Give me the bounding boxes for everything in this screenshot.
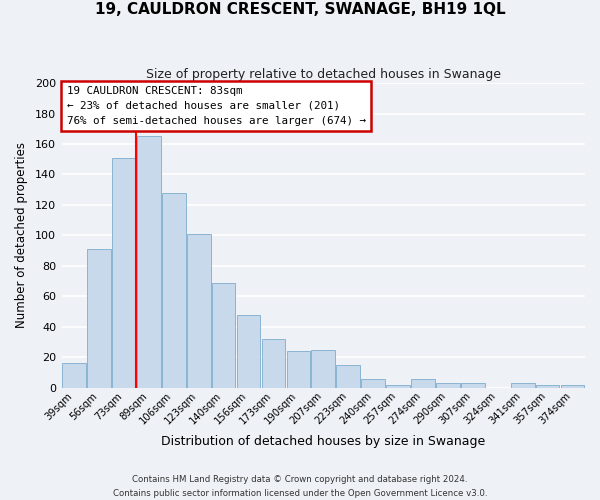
Text: Contains HM Land Registry data © Crown copyright and database right 2024.
Contai: Contains HM Land Registry data © Crown c… — [113, 476, 487, 498]
Bar — [386, 384, 410, 388]
Bar — [262, 339, 286, 388]
Bar — [536, 384, 559, 388]
Bar — [62, 364, 86, 388]
Text: 19, CAULDRON CRESCENT, SWANAGE, BH19 1QL: 19, CAULDRON CRESCENT, SWANAGE, BH19 1QL — [95, 2, 505, 18]
Bar — [237, 314, 260, 388]
X-axis label: Distribution of detached houses by size in Swanage: Distribution of detached houses by size … — [161, 434, 485, 448]
Bar — [411, 378, 435, 388]
Bar — [361, 378, 385, 388]
Bar — [311, 350, 335, 388]
Bar — [561, 384, 584, 388]
Bar — [436, 383, 460, 388]
Bar — [287, 351, 310, 388]
Bar — [112, 158, 136, 388]
Y-axis label: Number of detached properties: Number of detached properties — [15, 142, 28, 328]
Bar — [212, 282, 235, 388]
Bar — [137, 136, 161, 388]
Bar — [337, 365, 360, 388]
Text: 19 CAULDRON CRESCENT: 83sqm
← 23% of detached houses are smaller (201)
76% of se: 19 CAULDRON CRESCENT: 83sqm ← 23% of det… — [67, 86, 366, 126]
Bar — [187, 234, 211, 388]
Bar — [162, 193, 185, 388]
Title: Size of property relative to detached houses in Swanage: Size of property relative to detached ho… — [146, 68, 501, 80]
Bar — [511, 383, 535, 388]
Bar — [461, 383, 485, 388]
Bar — [87, 249, 111, 388]
